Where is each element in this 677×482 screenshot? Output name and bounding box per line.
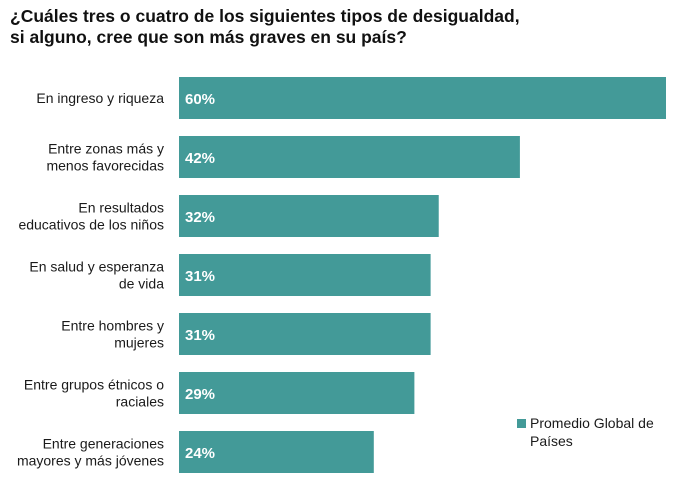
bar-0 [179, 77, 666, 119]
category-label-2-line-0: En resultados [78, 200, 164, 216]
bar-3 [179, 254, 431, 296]
category-label-4-line-1: mujeres [114, 335, 164, 351]
chart-title: ¿Cuáles tres o cuatro de los siguientes … [10, 6, 660, 48]
bar-value-label-0: 60% [185, 91, 215, 108]
chart-title-line-2: si alguno, cree que son más graves en su… [10, 27, 407, 47]
category-label-0-line-0: En ingreso y riqueza [36, 90, 164, 106]
category-label-6-line-0: Entre generaciones [43, 436, 164, 452]
bar-2 [179, 195, 439, 237]
category-label-4-line-0: Entre hombres y [61, 318, 164, 334]
bar-6 [179, 431, 374, 473]
category-label-3-line-0: En salud y esperanza [29, 259, 164, 275]
bar-5 [179, 372, 415, 414]
category-label-6-line-1: mayores y más jóvenes [17, 453, 164, 469]
legend-swatch [517, 419, 526, 428]
category-label-5-line-0: Entre grupos étnicos o [24, 377, 164, 393]
category-label-2-line-1: educativos de los niños [18, 217, 164, 233]
category-label-1-line-1: menos favorecidas [46, 158, 164, 174]
legend: Promedio Global de Países [517, 414, 677, 450]
bar-value-label-3: 31% [185, 268, 215, 285]
bar-value-label-1: 42% [185, 150, 215, 167]
bar-value-label-4: 31% [185, 327, 215, 344]
bar-value-label-6: 24% [185, 445, 215, 462]
bar-4 [179, 313, 431, 355]
bar-value-label-5: 29% [185, 386, 215, 403]
bar-value-label-2: 32% [185, 209, 215, 226]
chart-title-line-1: ¿Cuáles tres o cuatro de los siguientes … [10, 6, 520, 26]
category-label-3-line-1: de vida [119, 276, 164, 292]
bar-1 [179, 136, 520, 178]
legend-label: Promedio Global de Países [530, 415, 654, 449]
category-label-5-line-1: raciales [116, 394, 164, 410]
category-label-1-line-0: Entre zonas más y [48, 141, 164, 157]
